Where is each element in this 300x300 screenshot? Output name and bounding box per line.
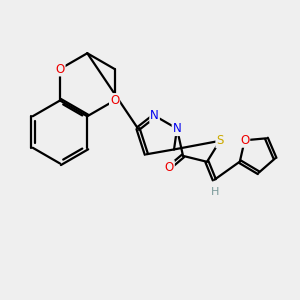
Text: H: H xyxy=(211,188,219,197)
Text: O: O xyxy=(110,94,119,107)
Text: N: N xyxy=(150,109,159,122)
Text: O: O xyxy=(240,134,249,147)
Text: S: S xyxy=(216,134,224,147)
Text: O: O xyxy=(165,161,174,174)
Text: O: O xyxy=(56,62,64,76)
Text: N: N xyxy=(172,122,181,135)
